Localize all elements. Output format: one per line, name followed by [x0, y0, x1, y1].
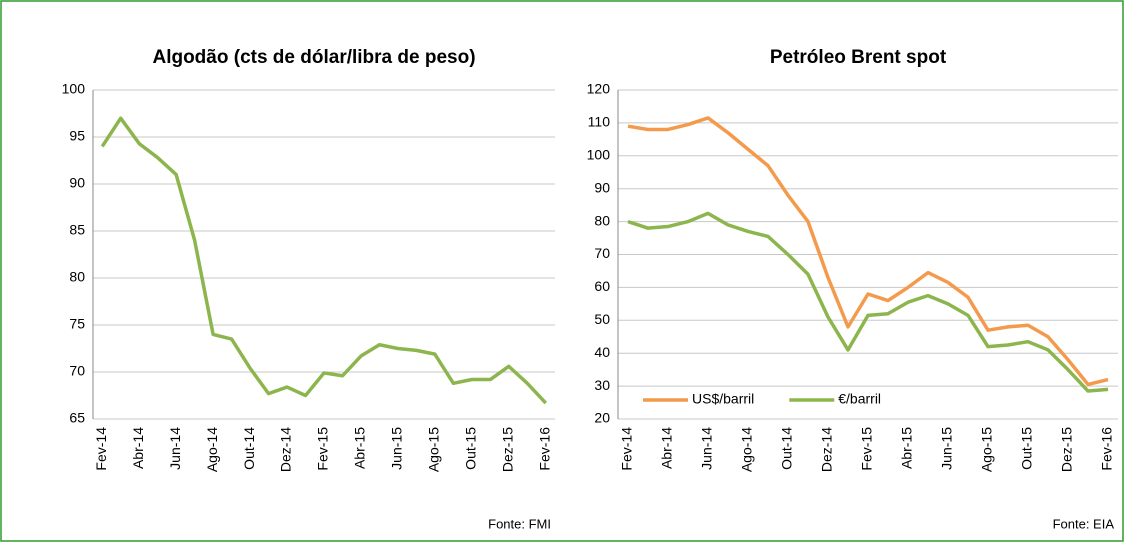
- y-tick-label: 95: [69, 128, 85, 144]
- x-tick-label: Jun-15: [939, 427, 955, 470]
- y-tick-label: 110: [588, 114, 611, 130]
- y-tick-label: 40: [594, 344, 610, 360]
- data-line: [627, 211, 1109, 393]
- x-tick-label: Abr-14: [659, 427, 675, 469]
- x-tick-label: Fev-14: [619, 427, 635, 471]
- x-tick-label: Fev-16: [1099, 427, 1115, 471]
- chart-title: Petróleo Brent spot: [770, 47, 947, 68]
- x-tick-label: Out-14: [779, 427, 795, 470]
- y-tick-label: 120: [587, 81, 611, 97]
- x-tick-label: Fev-16: [536, 427, 552, 471]
- legend-label: US$/barril: [692, 391, 754, 407]
- x-tick-label: Dez-15: [500, 427, 516, 472]
- x-tick-label: Ago-14: [204, 427, 220, 472]
- y-tick-label: 100: [62, 81, 86, 97]
- x-tick-label: Fev-14: [93, 427, 109, 471]
- x-tick-label: Dez-15: [1059, 427, 1075, 472]
- x-tick-label: Abr-14: [130, 427, 146, 469]
- x-tick-label: Ago-14: [739, 427, 755, 472]
- x-tick-label: Fev-15: [315, 427, 331, 471]
- y-tick-label: 75: [69, 316, 85, 332]
- y-tick-label: 70: [594, 245, 610, 261]
- x-tick-label: Jun-15: [389, 427, 405, 470]
- x-tick-label: Out-15: [1019, 427, 1035, 470]
- legend-label: €/barril: [838, 391, 881, 407]
- chart-title: Algodão (cts de dólar/libra de peso): [152, 47, 475, 68]
- y-tick-label: 50: [594, 311, 610, 327]
- x-tick-label: Jun-14: [699, 427, 715, 470]
- x-tick-label: Ago-15: [979, 427, 995, 472]
- y-tick-label: 30: [594, 377, 610, 393]
- y-tick-label: 85: [69, 222, 85, 238]
- y-tick-label: 80: [594, 212, 610, 228]
- y-tick-label: 80: [69, 269, 85, 285]
- x-tick-label: Dez-14: [819, 427, 835, 472]
- data-line: [627, 116, 1109, 387]
- y-tick-label: 20: [594, 410, 610, 426]
- y-tick-label: 70: [69, 363, 85, 379]
- source: Fonte: FMI: [488, 516, 551, 531]
- data-line: [100, 116, 548, 405]
- y-tick-label: 90: [594, 179, 610, 195]
- x-tick-label: Fev-15: [859, 427, 875, 471]
- y-tick-label: 100: [587, 147, 611, 163]
- x-tick-label: Abr-15: [352, 427, 368, 469]
- x-tick-label: Jun-14: [167, 427, 183, 470]
- x-tick-label: Ago-15: [426, 427, 442, 472]
- source: Fonte: EIA: [1053, 516, 1115, 531]
- y-tick-label: 90: [69, 175, 85, 191]
- x-tick-label: Dez-14: [278, 427, 294, 472]
- x-tick-label: Abr-15: [899, 427, 915, 469]
- y-tick-label: 60: [594, 278, 610, 294]
- x-tick-label: Out-15: [463, 427, 479, 470]
- x-tick-label: Out-14: [241, 427, 257, 470]
- y-tick-label: 65: [69, 410, 85, 426]
